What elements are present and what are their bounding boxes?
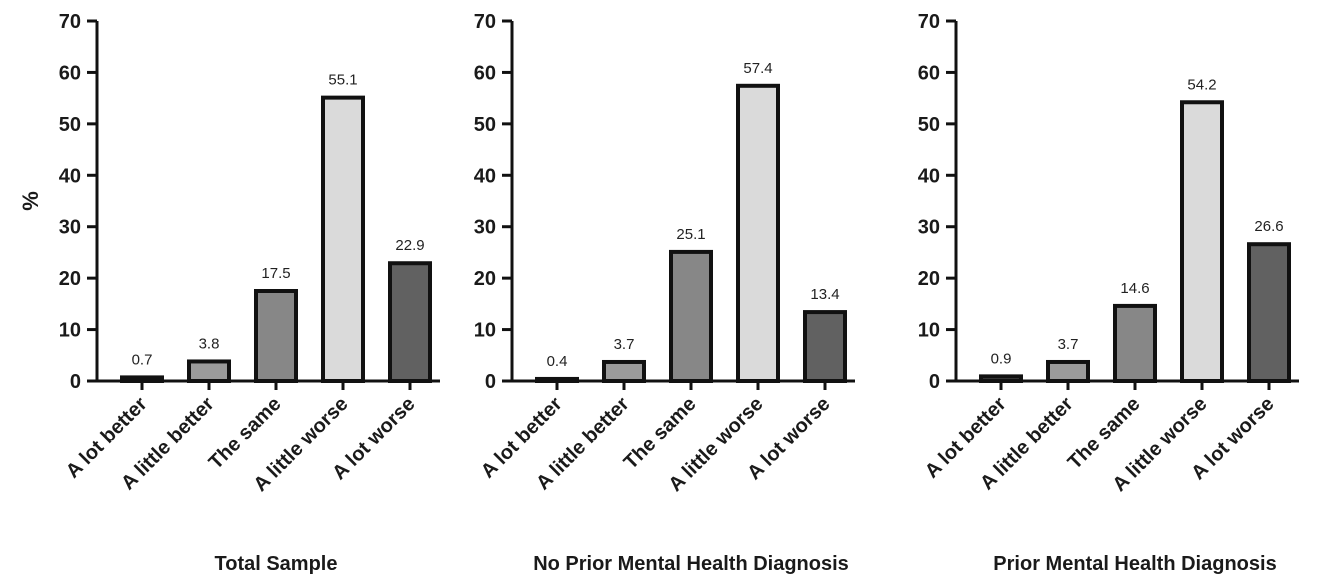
- chart-title: Total Sample: [215, 553, 338, 575]
- chart-title: Prior Mental Health Diagnosis: [993, 553, 1276, 575]
- bar-5: [388, 261, 432, 384]
- bar-value-label: 26.6: [1254, 218, 1283, 235]
- bar-1: [535, 376, 579, 384]
- bar-3: [1113, 303, 1157, 383]
- y-tick-label: 0: [485, 371, 496, 393]
- chart-title: No Prior Mental Health Diagnosis: [533, 553, 849, 575]
- bar-5: [1247, 242, 1291, 383]
- y-tick-label: 0: [929, 371, 940, 393]
- bar-value-label: 17.5: [261, 265, 290, 282]
- bar-value-label: 0.9: [991, 350, 1012, 367]
- y-tick-label: 20: [474, 268, 496, 290]
- y-tick-label: 30: [59, 217, 81, 239]
- bar-3: [669, 249, 713, 383]
- bar-value-label: 14.6: [1120, 280, 1149, 297]
- bar-value-label: 57.4: [743, 60, 772, 77]
- bar-3: [254, 289, 298, 383]
- bar-4: [736, 83, 780, 384]
- bar-1: [979, 374, 1023, 384]
- y-tick-label: 30: [474, 217, 496, 239]
- bar-4: [321, 95, 365, 383]
- bar-4: [1180, 100, 1224, 383]
- y-tick-label: 10: [59, 320, 81, 342]
- bar-value-label: 54.2: [1187, 76, 1216, 93]
- y-tick-label: 50: [474, 114, 496, 136]
- y-tick-label: 40: [59, 165, 81, 187]
- bar-value-label: 3.7: [614, 336, 635, 353]
- y-tick-label: 60: [918, 62, 940, 84]
- y-tick-label: 50: [59, 114, 81, 136]
- bar-value-label: 0.7: [132, 351, 153, 368]
- y-axis-title: %: [18, 191, 43, 211]
- y-tick-label: 60: [474, 62, 496, 84]
- y-tick-label: 40: [474, 165, 496, 187]
- bar-value-label: 3.8: [199, 335, 220, 352]
- y-tick-label: 60: [59, 62, 81, 84]
- y-tick-label: 0: [70, 371, 81, 393]
- y-tick-label: 20: [59, 268, 81, 290]
- bar-5: [803, 310, 847, 384]
- y-tick-label: 70: [474, 11, 496, 33]
- bar-1: [120, 375, 164, 383]
- bar-value-label: 0.4: [547, 353, 568, 370]
- bar-value-label: 25.1: [676, 226, 705, 243]
- bar-2: [602, 359, 646, 384]
- bar-2: [1046, 359, 1090, 384]
- bar-value-label: 55.1: [328, 72, 357, 89]
- y-tick-label: 10: [918, 320, 940, 342]
- y-tick-label: 70: [59, 11, 81, 33]
- y-tick-label: 70: [918, 11, 940, 33]
- y-tick-label: 50: [918, 114, 940, 136]
- bar-2: [187, 359, 231, 384]
- y-tick-label: 20: [918, 268, 940, 290]
- bar-value-label: 3.7: [1058, 336, 1079, 353]
- y-tick-label: 30: [918, 217, 940, 239]
- y-tick-label: 40: [918, 165, 940, 187]
- bar-value-label: 22.9: [395, 237, 424, 254]
- y-tick-label: 10: [474, 320, 496, 342]
- bar-value-label: 13.4: [810, 286, 839, 303]
